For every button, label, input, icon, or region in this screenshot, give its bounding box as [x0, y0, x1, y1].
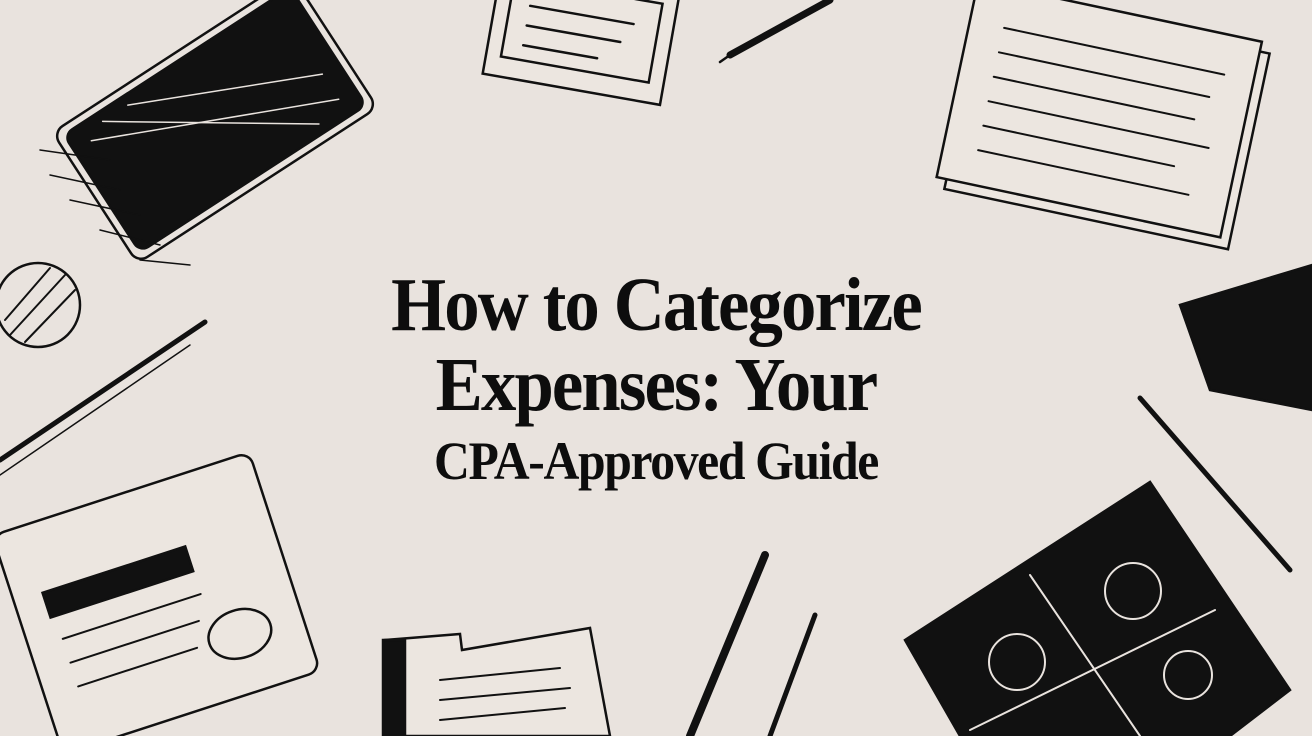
pencil-icon	[1137, 395, 1293, 573]
notepad-icon	[0, 453, 319, 736]
pencil-icon	[0, 319, 208, 476]
stacked-papers-icon	[935, 0, 1272, 251]
calculator-icon	[903, 480, 1292, 736]
tablet-icon	[39, 0, 375, 266]
subtitle: CPA-Approved Guide	[434, 431, 879, 491]
ball-icon	[0, 261, 82, 349]
document-icon	[481, 0, 681, 107]
pencil-icon	[686, 551, 818, 736]
folder-icon	[381, 626, 612, 736]
pencil-icon	[718, 0, 834, 64]
title-line-2: Expenses: Your	[435, 343, 878, 427]
dark-block-icon	[1178, 263, 1312, 412]
title-line-1: How to Categorize	[391, 263, 923, 347]
